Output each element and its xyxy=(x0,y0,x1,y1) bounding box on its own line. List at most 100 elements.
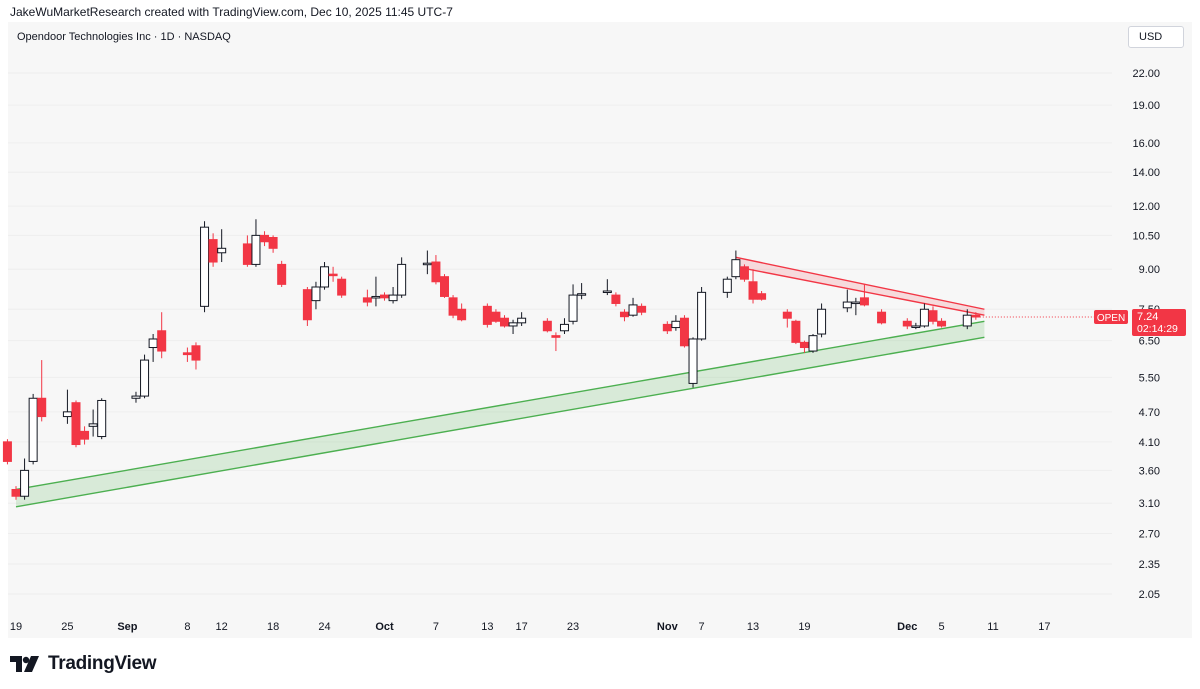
candle[interactable] xyxy=(842,289,852,313)
candle[interactable] xyxy=(551,332,561,352)
candle-body xyxy=(482,305,492,325)
candle-body xyxy=(208,239,218,263)
candle[interactable] xyxy=(577,283,587,300)
candle[interactable] xyxy=(37,360,47,422)
candle[interactable] xyxy=(311,281,321,310)
grid-layer xyxy=(8,72,1112,595)
candle[interactable] xyxy=(131,391,141,403)
candle[interactable] xyxy=(671,315,681,331)
candle[interactable] xyxy=(568,284,578,325)
candle[interactable] xyxy=(919,303,929,328)
candle[interactable] xyxy=(928,306,938,325)
candle[interactable] xyxy=(388,286,398,304)
candle-body xyxy=(808,335,818,352)
candle[interactable] xyxy=(191,342,201,370)
candle[interactable] xyxy=(328,266,338,282)
candle[interactable] xyxy=(722,276,732,298)
candle[interactable] xyxy=(208,233,218,267)
candle[interactable] xyxy=(268,235,278,253)
candle-body xyxy=(919,308,929,327)
resistance-band-lower-line[interactable] xyxy=(735,266,985,316)
candle[interactable] xyxy=(422,250,432,275)
candle[interactable] xyxy=(260,231,270,247)
candle[interactable] xyxy=(2,439,12,465)
candle[interactable] xyxy=(448,295,458,319)
candle[interactable] xyxy=(731,250,741,280)
candle[interactable] xyxy=(611,292,621,307)
candle-body xyxy=(20,469,30,497)
candle[interactable] xyxy=(62,389,72,424)
candle[interactable] xyxy=(748,269,758,304)
support-band-lower-line[interactable] xyxy=(15,336,985,508)
candle[interactable] xyxy=(619,309,629,322)
candle[interactable] xyxy=(791,319,801,345)
candle[interactable] xyxy=(140,354,150,399)
candle[interactable] xyxy=(491,309,501,323)
resistance-band-upper-line[interactable] xyxy=(735,256,985,310)
candle[interactable] xyxy=(817,303,827,338)
y-tick-label: 19.00 xyxy=(1132,100,1160,112)
candle[interactable] xyxy=(11,486,21,500)
candle[interactable] xyxy=(80,426,90,445)
candle[interactable] xyxy=(859,284,869,307)
candle[interactable] xyxy=(782,309,792,328)
candle[interactable] xyxy=(457,303,467,322)
candle[interactable] xyxy=(757,291,767,301)
candle[interactable] xyxy=(148,334,158,362)
chart-pane[interactable] xyxy=(8,22,1192,638)
candle[interactable] xyxy=(371,276,381,307)
candle[interactable] xyxy=(182,347,192,362)
candle[interactable] xyxy=(302,286,312,326)
candle[interactable] xyxy=(739,264,749,282)
candle[interactable] xyxy=(217,229,227,263)
currency-button[interactable]: USD xyxy=(1128,26,1184,48)
candle[interactable] xyxy=(971,312,981,320)
candle[interactable] xyxy=(88,409,98,437)
candle[interactable] xyxy=(902,318,912,330)
candle[interactable] xyxy=(362,289,372,307)
candle[interactable] xyxy=(517,312,527,326)
tradingview-logo[interactable]: TradingView xyxy=(10,652,157,676)
candle[interactable] xyxy=(559,318,569,335)
candle[interactable] xyxy=(962,309,972,330)
candle[interactable] xyxy=(602,279,612,296)
candle[interactable] xyxy=(499,315,509,328)
candle[interactable] xyxy=(71,400,81,448)
candle[interactable] xyxy=(637,303,647,316)
candle[interactable] xyxy=(697,286,707,341)
candle[interactable] xyxy=(628,297,638,317)
x-tick-label: 18 xyxy=(267,621,279,633)
symbol-title[interactable]: Opendoor Technologies Inc · 1D · NASDAQ xyxy=(17,31,231,43)
candle[interactable] xyxy=(251,219,261,267)
candle[interactable] xyxy=(277,260,287,287)
candle[interactable] xyxy=(688,337,698,388)
candle[interactable] xyxy=(242,235,252,267)
candle[interactable] xyxy=(97,398,107,440)
candle[interactable] xyxy=(679,315,689,348)
candle[interactable] xyxy=(431,255,441,285)
candle-body xyxy=(397,263,407,296)
candle[interactable] xyxy=(911,322,921,330)
last-price-badge[interactable] xyxy=(1132,308,1186,336)
candle[interactable] xyxy=(440,274,449,298)
candle[interactable] xyxy=(20,458,30,500)
candle[interactable] xyxy=(397,257,407,298)
candle[interactable] xyxy=(337,276,347,298)
candle[interactable] xyxy=(200,221,210,313)
candle[interactable] xyxy=(937,318,947,328)
candle[interactable] xyxy=(799,340,809,353)
candle[interactable] xyxy=(28,393,38,465)
candle[interactable] xyxy=(380,292,390,301)
candle[interactable] xyxy=(851,297,861,316)
candle[interactable] xyxy=(482,303,492,328)
candle[interactable] xyxy=(320,262,330,290)
candle[interactable] xyxy=(877,309,887,325)
candle[interactable] xyxy=(508,319,518,335)
candle[interactable] xyxy=(542,318,552,333)
candle[interactable] xyxy=(662,321,672,335)
ticker-badge[interactable] xyxy=(1094,309,1128,324)
candle[interactable] xyxy=(157,312,167,359)
support-band-upper-line[interactable] xyxy=(15,320,985,491)
candle[interactable] xyxy=(808,334,818,353)
